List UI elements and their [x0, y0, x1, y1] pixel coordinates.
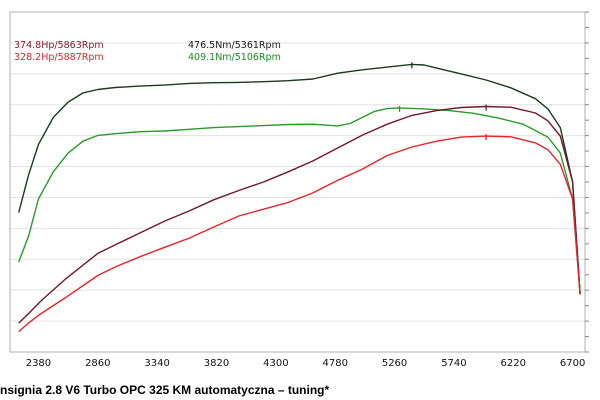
peak-annotation: 476.5Nm/5361Rpm	[188, 40, 281, 51]
chart-caption: nsignia 2.8 V6 Turbo OPC 325 KM automaty…	[0, 383, 330, 397]
x-tick-label: 5260	[382, 358, 407, 369]
peak-annotation: 328.2Hp/5887Rpm	[14, 52, 104, 63]
gridlines	[10, 42, 585, 322]
plot-frame	[9, 11, 586, 353]
x-tick-label: 5740	[441, 358, 466, 369]
x-tick-label: 3820	[204, 358, 229, 369]
series-line-3	[18, 105, 581, 324]
right-axis-ticks	[585, 11, 589, 353]
peak-annotation: 374.8Hp/5863Rpm	[14, 40, 104, 51]
x-tick-label: 6220	[501, 358, 526, 369]
series-line-1	[18, 63, 581, 295]
x-tick-label: 3340	[144, 358, 169, 369]
x-tick-label: 4780	[322, 358, 347, 369]
x-tick-label: 2860	[85, 358, 110, 369]
x-tick-label: 4300	[263, 358, 288, 369]
x-tick-label: 2380	[26, 358, 51, 369]
x-axis-ticks: 2380 2860 3340 3820 4300 4780 5260 5740 6220 6700	[26, 358, 586, 369]
series-lines	[18, 63, 581, 333]
peak-annotation: 409.1Nm/5106Rpm	[188, 52, 281, 63]
series-line-2	[18, 107, 581, 295]
series-line-4	[18, 135, 581, 333]
x-tick-label: 6700	[560, 358, 585, 369]
peak-markers	[398, 62, 487, 141]
